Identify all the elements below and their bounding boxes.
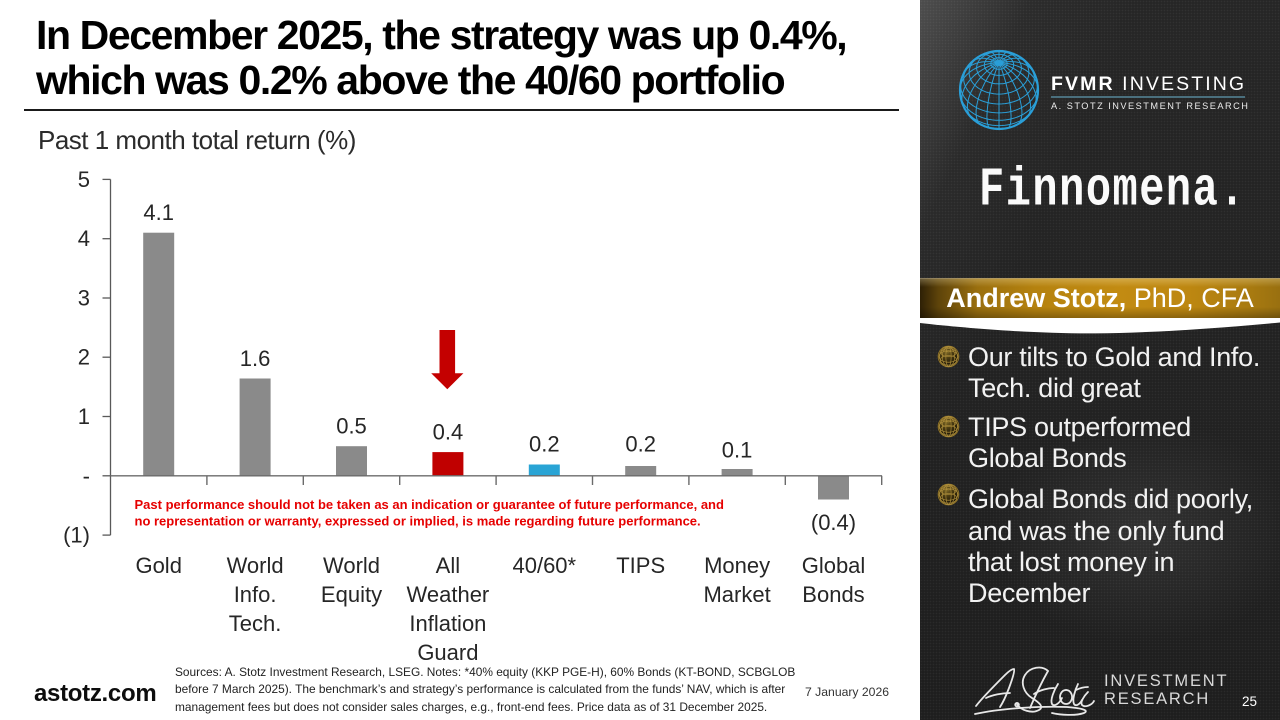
svg-text:0.4: 0.4: [433, 420, 464, 445]
svg-text:4.1: 4.1: [143, 200, 174, 225]
svg-text:Weather: Weather: [407, 582, 490, 607]
svg-text:0.2: 0.2: [529, 432, 560, 457]
svg-text:0.5: 0.5: [336, 414, 367, 439]
svg-text:Info.: Info.: [234, 582, 277, 607]
svg-text:5: 5: [78, 167, 90, 192]
svg-text:TIPS: TIPS: [616, 553, 665, 578]
svg-text:no representation or warranty,: no representation or warranty, expressed…: [135, 514, 701, 529]
svg-text:1: 1: [78, 404, 90, 429]
svg-text:Market: Market: [703, 582, 770, 607]
svg-text:Equity: Equity: [321, 582, 382, 607]
svg-text:40/60*: 40/60*: [512, 553, 576, 578]
svg-text:-: -: [83, 463, 90, 488]
svg-text:(0.4): (0.4): [811, 510, 856, 535]
svg-text:3: 3: [78, 286, 90, 311]
svg-text:All: All: [436, 553, 460, 578]
svg-text:4: 4: [78, 226, 90, 251]
svg-text:Tech.: Tech.: [229, 611, 282, 636]
svg-text:1.6: 1.6: [240, 346, 271, 371]
svg-text:Bonds: Bonds: [802, 582, 864, 607]
svg-text:World: World: [227, 553, 284, 578]
svg-text:World: World: [323, 553, 380, 578]
svg-text:Past performance should not be: Past performance should not be taken as …: [135, 497, 725, 512]
svg-text:0.1: 0.1: [722, 437, 753, 462]
svg-text:0.2: 0.2: [625, 432, 656, 457]
svg-text:Money: Money: [704, 553, 770, 578]
svg-text:Gold: Gold: [135, 553, 181, 578]
svg-text:2: 2: [78, 345, 90, 370]
svg-text:Guard: Guard: [417, 640, 478, 665]
svg-text:(1): (1): [63, 523, 90, 548]
svg-text:Inflation: Inflation: [409, 611, 486, 636]
svg-text:Global: Global: [802, 553, 866, 578]
